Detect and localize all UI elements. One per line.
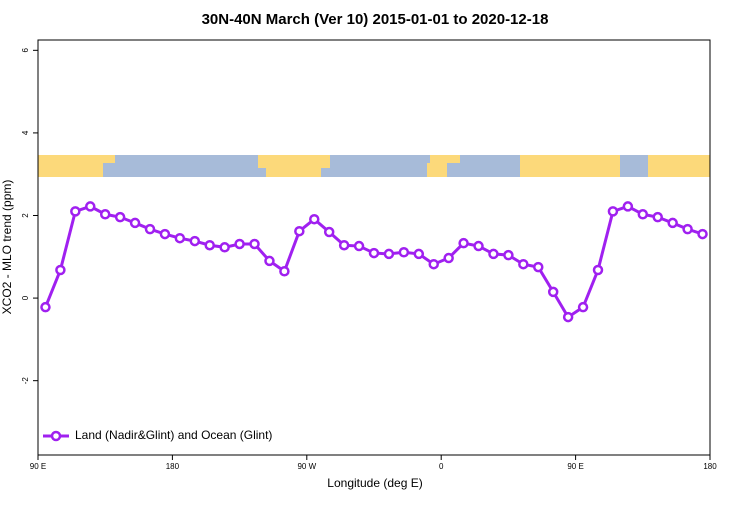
marker bbox=[114, 211, 126, 223]
marker bbox=[353, 240, 365, 252]
marker bbox=[637, 209, 649, 220]
marker bbox=[413, 248, 425, 260]
marker bbox=[697, 228, 708, 240]
marker bbox=[219, 242, 230, 253]
plot-frame bbox=[37, 39, 711, 456]
marker bbox=[55, 264, 66, 276]
marker bbox=[428, 258, 439, 270]
marker bbox=[159, 228, 171, 240]
x-axis-label: Longitude (deg E) bbox=[327, 476, 422, 490]
y-tick-label: 2 bbox=[21, 213, 30, 218]
marker bbox=[189, 235, 201, 247]
marker bbox=[99, 209, 111, 220]
legend-marker bbox=[50, 430, 62, 442]
x-tick-label: 90 E bbox=[567, 462, 583, 471]
marker bbox=[204, 239, 215, 251]
marker bbox=[323, 226, 335, 238]
marker bbox=[249, 238, 260, 250]
marker bbox=[667, 217, 678, 229]
marker bbox=[383, 248, 395, 260]
marker bbox=[264, 255, 275, 267]
marker bbox=[40, 301, 51, 313]
marker bbox=[338, 239, 350, 251]
y-axis-label: XCO2 - MLO trend (ppm) bbox=[0, 180, 14, 315]
x-tick-label: 180 bbox=[703, 462, 717, 471]
marker bbox=[309, 213, 320, 225]
marker bbox=[622, 201, 634, 212]
marker bbox=[533, 261, 544, 273]
marker bbox=[174, 232, 186, 244]
marker bbox=[562, 311, 574, 323]
x-tick-label: 90 E bbox=[30, 462, 46, 471]
x-tick-label: 90 W bbox=[297, 462, 316, 471]
marker bbox=[607, 206, 619, 217]
marker bbox=[682, 223, 693, 235]
x-tick-label: 180 bbox=[166, 462, 180, 471]
marker bbox=[577, 301, 589, 313]
map-strip bbox=[38, 155, 710, 177]
marker bbox=[129, 217, 141, 229]
y-tick-label: 6 bbox=[21, 48, 30, 53]
marker bbox=[503, 249, 514, 261]
marker bbox=[294, 225, 305, 237]
marker bbox=[85, 201, 96, 212]
marker bbox=[547, 286, 559, 298]
legend-label: Land (Nadir&Glint) and Ocean (Glint) bbox=[75, 428, 272, 442]
marker bbox=[652, 211, 663, 223]
marker bbox=[279, 265, 290, 277]
marker bbox=[234, 238, 245, 250]
marker bbox=[458, 237, 469, 249]
y-tick-label: 4 bbox=[21, 130, 30, 135]
marker bbox=[398, 246, 410, 258]
marker bbox=[488, 248, 499, 260]
line bbox=[44, 204, 704, 320]
y-tick-label: 0 bbox=[21, 295, 30, 300]
x-tick-label: 0 bbox=[439, 462, 444, 471]
marker bbox=[592, 264, 604, 276]
chart-title: 30N-40N March (Ver 10) 2015-01-01 to 202… bbox=[202, 11, 549, 28]
marker bbox=[368, 247, 380, 259]
marker bbox=[443, 252, 454, 264]
marker bbox=[70, 206, 81, 217]
marker bbox=[518, 258, 529, 270]
y-tick-label: -2 bbox=[21, 377, 30, 385]
marker bbox=[144, 223, 156, 235]
marker bbox=[473, 240, 484, 252]
